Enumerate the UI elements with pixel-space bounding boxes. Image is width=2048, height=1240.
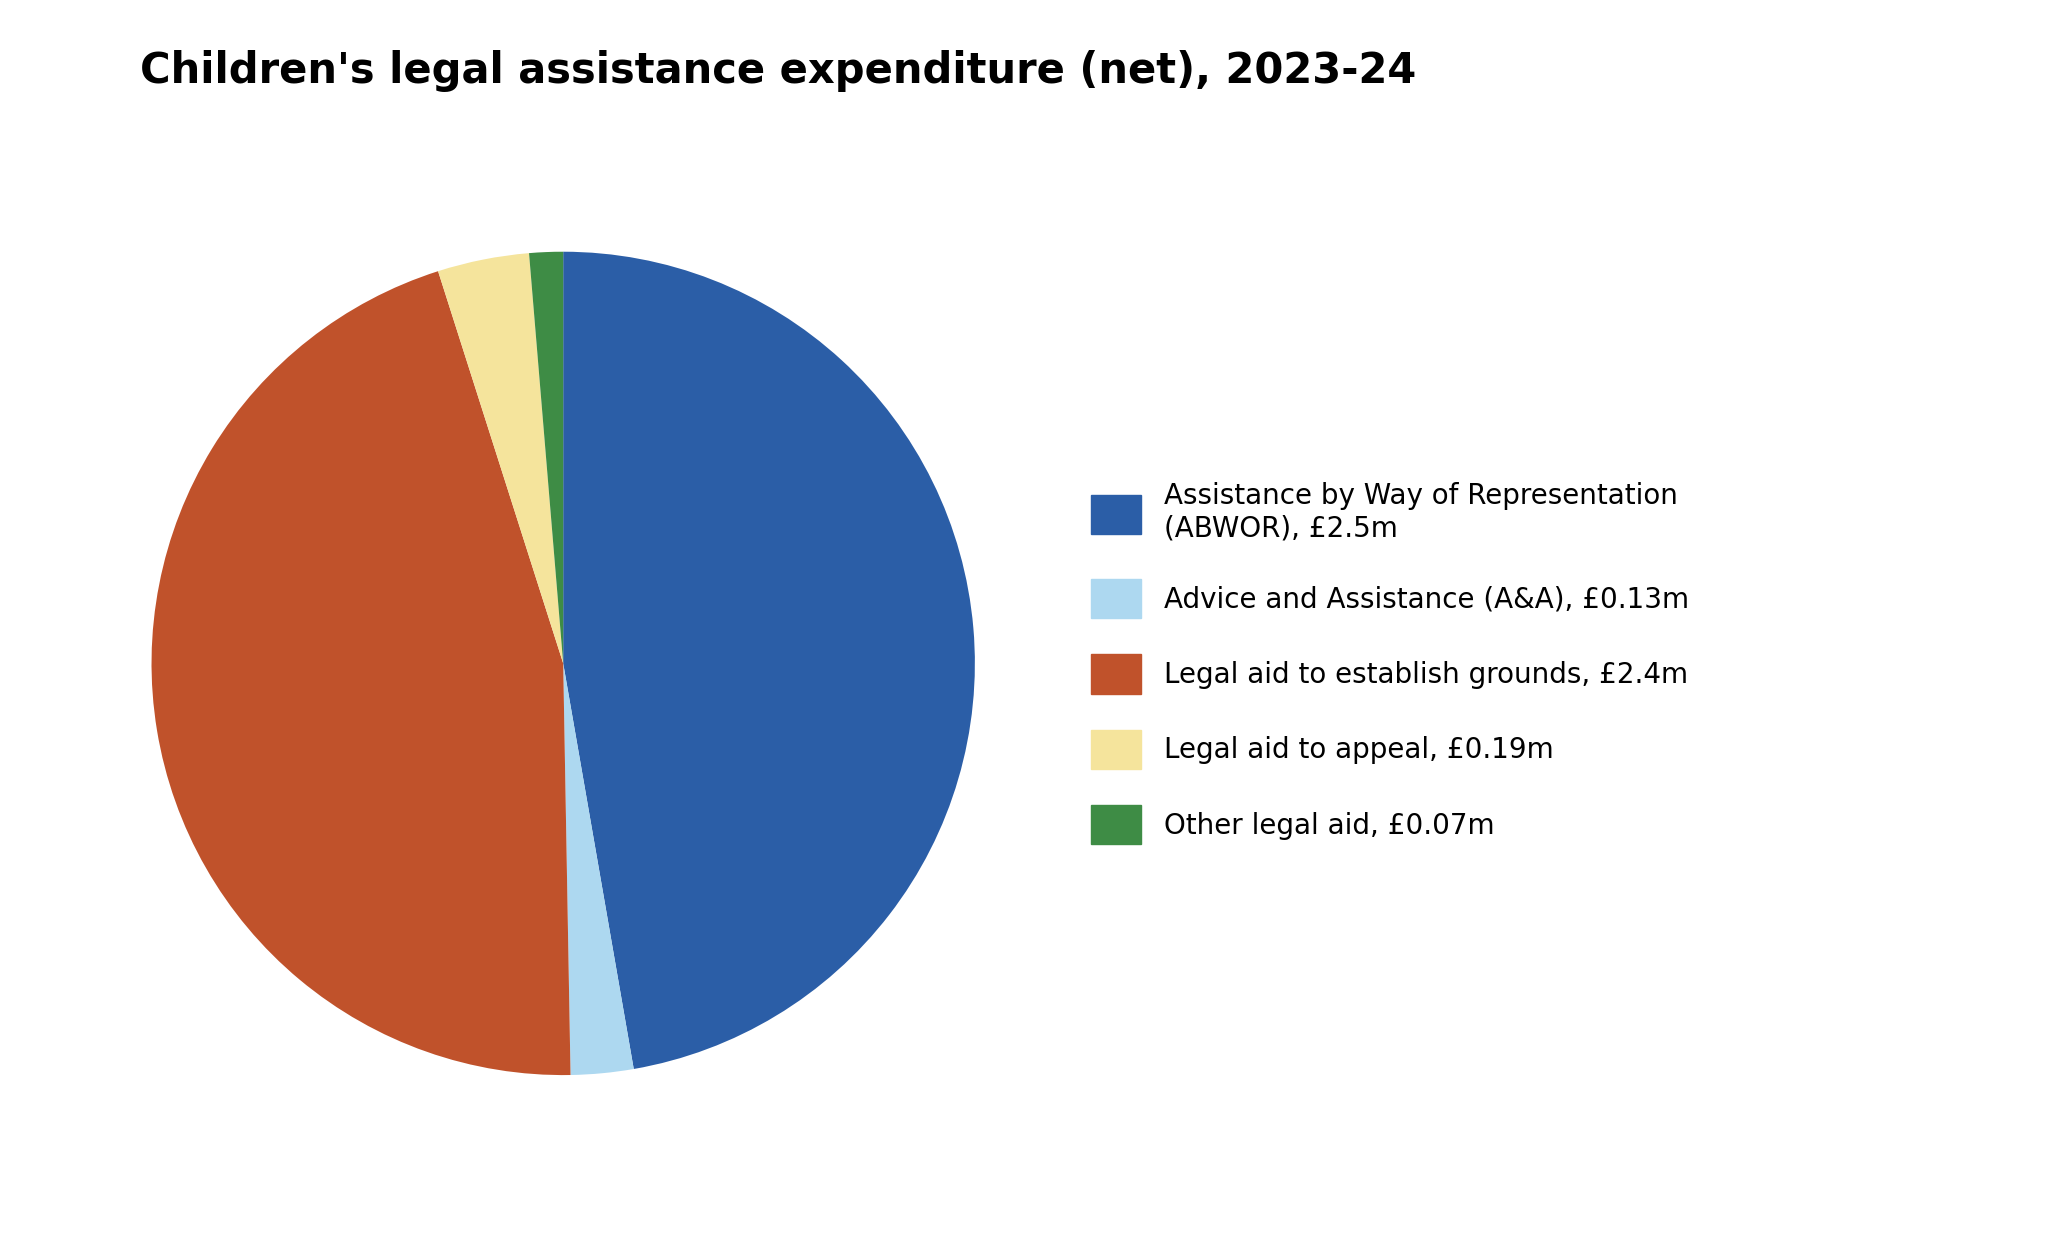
Wedge shape [563,663,633,1075]
Text: Children's legal assistance expenditure (net), 2023-24: Children's legal assistance expenditure … [139,50,1417,92]
Wedge shape [152,272,571,1075]
Wedge shape [438,253,563,663]
Wedge shape [563,252,975,1069]
Wedge shape [528,252,563,663]
Legend: Assistance by Way of Representation
(ABWOR), £2.5m, Advice and Assistance (A&A),: Assistance by Way of Representation (ABW… [1081,471,1700,856]
